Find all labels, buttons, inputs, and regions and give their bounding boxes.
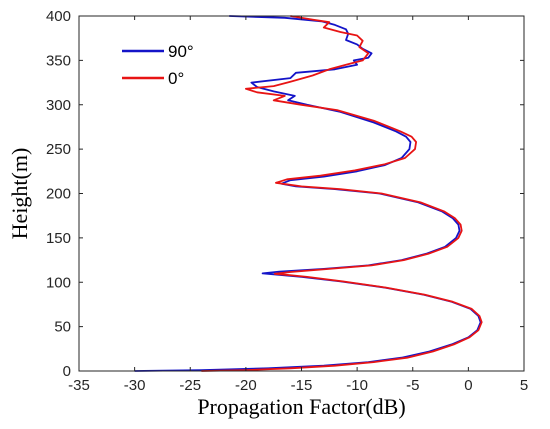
legend-label-2: 0° [168,69,184,88]
y-axis-title: Height(m) [7,148,32,240]
x-tick-label: -25 [179,377,201,394]
x-tick-label: -10 [346,377,368,394]
ticks-layer: -35 -30 -25 -20 -15 -10 -5 0 5050100150200250300… [46,8,528,394]
x-tick-label: 5 [520,377,528,394]
y-tick-label: 250 [46,141,71,158]
legend-label-1: 90° [168,42,194,61]
legend: 90°0° [122,42,194,88]
y-tick-label: 400 [46,8,71,25]
x-tick-label: -30 [124,377,146,394]
y-tick-label: 150 [46,230,71,247]
x-tick-label: -20 [235,377,257,394]
y-tick-label: 50 [54,319,71,336]
y-tick-label: 200 [46,186,71,203]
x-tick-label: -15 [291,377,313,394]
y-tick-label: 100 [46,274,71,291]
y-tick-label: 300 [46,97,71,114]
x-tick-label: -5 [406,377,419,394]
x-axis-title: Propagation Factor(dB) [197,394,405,419]
y-tick-label: 350 [46,52,71,69]
series-line-2 [201,15,483,372]
x-tick-label: -35 [68,377,90,394]
series-layer [134,15,483,372]
y-tick-label: 0 [63,363,71,380]
x-tick-label: 0 [464,377,472,394]
